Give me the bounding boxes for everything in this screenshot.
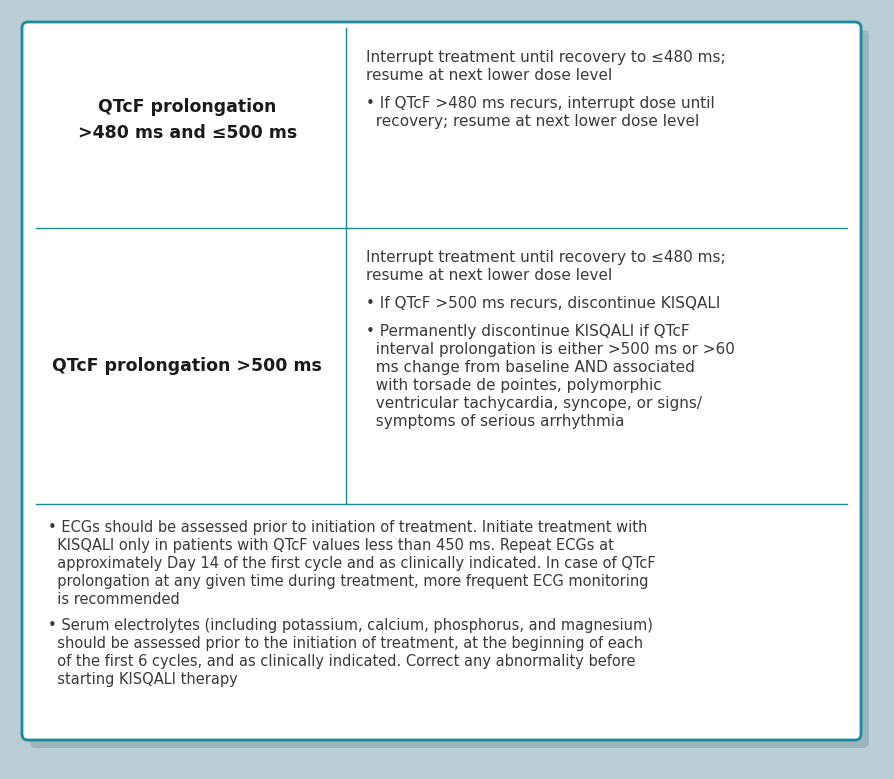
Text: prolongation at any given time during treatment, more frequent ECG monitoring: prolongation at any given time during tr… <box>48 574 648 589</box>
Text: with torsade de pointes, polymorphic: with torsade de pointes, polymorphic <box>366 378 662 393</box>
Text: Interrupt treatment until recovery to ≤480 ms;: Interrupt treatment until recovery to ≤4… <box>366 50 725 65</box>
Text: • Permanently discontinue KISQALI if QTcF: • Permanently discontinue KISQALI if QTc… <box>366 324 689 339</box>
Text: of the first 6 cycles, and as clinically indicated. Correct any abnormality befo: of the first 6 cycles, and as clinically… <box>48 654 635 669</box>
Text: starting KISQALI therapy: starting KISQALI therapy <box>48 672 238 687</box>
FancyBboxPatch shape <box>30 30 868 748</box>
Text: recovery; resume at next lower dose level: recovery; resume at next lower dose leve… <box>366 114 699 129</box>
Text: approximately Day 14 of the first cycle and as clinically indicated. In case of : approximately Day 14 of the first cycle … <box>48 556 655 571</box>
Text: symptoms of serious arrhythmia: symptoms of serious arrhythmia <box>366 414 624 429</box>
Text: QTcF prolongation >500 ms: QTcF prolongation >500 ms <box>52 357 322 375</box>
Text: KISQALI only in patients with QTcF values less than 450 ms. Repeat ECGs at: KISQALI only in patients with QTcF value… <box>48 538 613 553</box>
Text: is recommended: is recommended <box>48 592 180 607</box>
Text: • Serum electrolytes (including potassium, calcium, phosphorus, and magnesium): • Serum electrolytes (including potassiu… <box>48 618 652 633</box>
Text: ventricular tachycardia, syncope, or signs/: ventricular tachycardia, syncope, or sig… <box>366 396 702 411</box>
Text: QTcF prolongation
>480 ms and ≤500 ms: QTcF prolongation >480 ms and ≤500 ms <box>78 98 297 143</box>
Text: • ECGs should be assessed prior to initiation of treatment. Initiate treatment w: • ECGs should be assessed prior to initi… <box>48 520 646 535</box>
Text: • If QTcF >500 ms recurs, discontinue KISQALI: • If QTcF >500 ms recurs, discontinue KI… <box>366 296 720 311</box>
Text: • If QTcF >480 ms recurs, interrupt dose until: • If QTcF >480 ms recurs, interrupt dose… <box>366 96 714 111</box>
Text: Interrupt treatment until recovery to ≤480 ms;: Interrupt treatment until recovery to ≤4… <box>366 250 725 265</box>
Text: resume at next lower dose level: resume at next lower dose level <box>366 268 612 283</box>
Text: ms change from baseline AND associated: ms change from baseline AND associated <box>366 360 695 375</box>
Text: should be assessed prior to the initiation of treatment, at the beginning of eac: should be assessed prior to the initiati… <box>48 636 643 651</box>
FancyBboxPatch shape <box>22 22 860 740</box>
Text: resume at next lower dose level: resume at next lower dose level <box>366 68 612 83</box>
Text: interval prolongation is either >500 ms or >60: interval prolongation is either >500 ms … <box>366 342 735 357</box>
